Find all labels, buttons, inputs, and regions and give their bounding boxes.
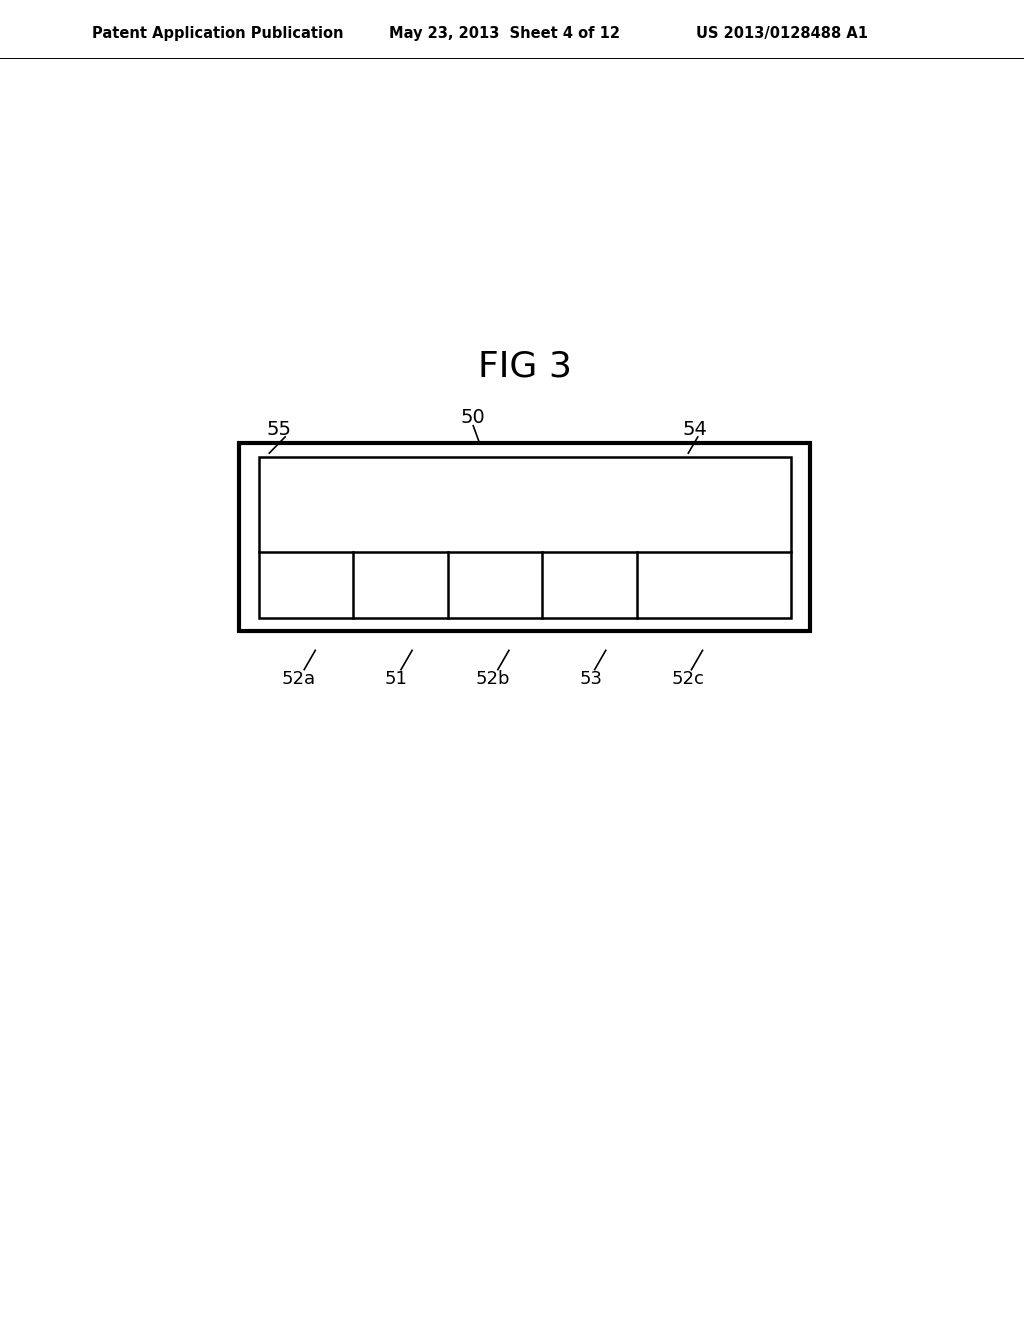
Text: 52b: 52b: [476, 669, 510, 688]
Bar: [240, 444, 811, 631]
Text: 50: 50: [461, 408, 485, 428]
Text: 55: 55: [266, 420, 291, 440]
Text: US 2013/0128488 A1: US 2013/0128488 A1: [696, 26, 868, 41]
Text: 53: 53: [580, 669, 602, 688]
Text: 51: 51: [385, 669, 408, 688]
Text: 52c: 52c: [672, 669, 705, 688]
Text: Patent Application Publication: Patent Application Publication: [92, 26, 344, 41]
Bar: [259, 457, 791, 618]
Text: FIG 3: FIG 3: [478, 350, 571, 384]
Text: 54: 54: [683, 420, 708, 440]
Text: May 23, 2013  Sheet 4 of 12: May 23, 2013 Sheet 4 of 12: [389, 26, 621, 41]
Text: 52a: 52a: [282, 669, 315, 688]
